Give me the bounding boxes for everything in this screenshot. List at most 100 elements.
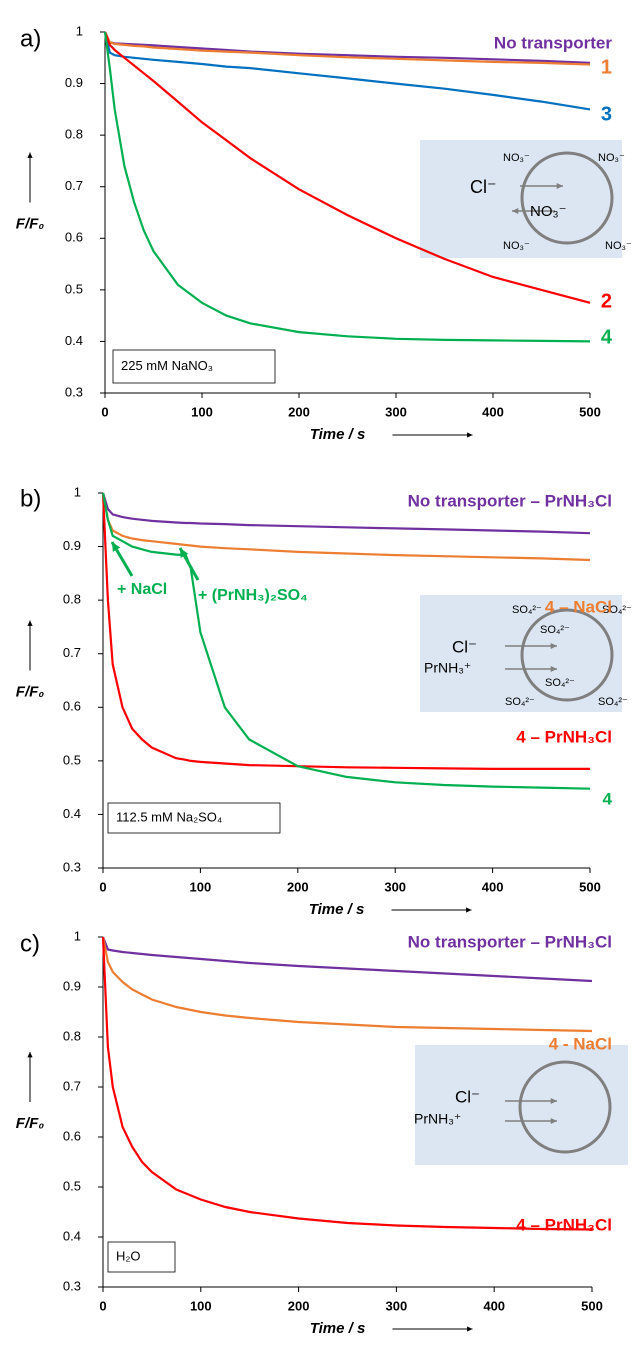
arrow-head bbox=[550, 642, 557, 650]
arrow-head bbox=[466, 907, 472, 913]
y-tick-label: 0.6 bbox=[63, 1128, 81, 1143]
y-tick-label: 0.6 bbox=[63, 699, 81, 714]
inset-label: SO₄²⁻ bbox=[512, 604, 542, 616]
data-line bbox=[101, 492, 591, 790]
y-tick-label: 0.8 bbox=[63, 1028, 81, 1043]
y-tick-label: 1 bbox=[76, 23, 83, 38]
x-tick-label: 300 bbox=[386, 1298, 408, 1313]
y-axis-label: F/F₀ bbox=[16, 683, 44, 700]
vesicle bbox=[518, 1060, 612, 1154]
data-line bbox=[103, 31, 591, 304]
data-line bbox=[101, 936, 593, 1033]
data-line bbox=[101, 492, 590, 770]
series-label: 4 bbox=[603, 789, 613, 808]
inset-label: SO₄²⁻ bbox=[602, 604, 632, 616]
arrow-head bbox=[467, 1326, 473, 1332]
y-tick-label: 0.7 bbox=[65, 178, 83, 193]
data-line bbox=[101, 936, 593, 983]
y-tick-label: 1 bbox=[74, 484, 81, 499]
annotation: + (PrNH₃)₂SO₄ bbox=[198, 587, 308, 604]
inset-label: Cl⁻ bbox=[470, 177, 497, 197]
inset-label: NO₃⁻ bbox=[503, 240, 530, 252]
arrow-head bbox=[556, 182, 563, 190]
x-tick-label: 400 bbox=[483, 1298, 505, 1313]
arrow-head bbox=[180, 548, 189, 558]
vesicle bbox=[520, 151, 614, 245]
x-tick-label: 500 bbox=[579, 404, 601, 419]
note: 112.5 mM Na₂SO₄ bbox=[116, 809, 222, 824]
note-box bbox=[107, 802, 281, 834]
panel-label: b) bbox=[20, 485, 41, 512]
inset-label: SO₄²⁻ bbox=[545, 677, 575, 689]
note: H₂O bbox=[116, 1248, 141, 1263]
arrow-head bbox=[27, 1052, 33, 1058]
y-tick-label: 0.3 bbox=[63, 859, 81, 874]
x-axis-label: Time / s bbox=[310, 426, 366, 443]
series-label: No transporter bbox=[494, 33, 612, 52]
inset-label: SO₄²⁻ bbox=[540, 624, 570, 636]
y-tick-label: 0.9 bbox=[65, 75, 83, 90]
x-tick-label: 400 bbox=[482, 404, 504, 419]
arrow-head bbox=[550, 1117, 557, 1125]
y-tick-label: 0.5 bbox=[63, 1178, 81, 1193]
data-line bbox=[103, 31, 591, 343]
y-tick-label: 0.7 bbox=[63, 1078, 81, 1093]
y-tick-label: 0.9 bbox=[63, 538, 81, 553]
x-tick-label: 0 bbox=[99, 1298, 106, 1313]
inset-label: NO₃⁻ bbox=[530, 203, 567, 220]
series-label: No transporter – PrNH₃Cl bbox=[408, 491, 612, 510]
panel-label: c) bbox=[20, 930, 40, 957]
series-label: 4 bbox=[601, 326, 613, 348]
y-tick-label: 0.4 bbox=[63, 1228, 81, 1243]
x-axis-label: Time / s bbox=[310, 1320, 366, 1337]
series-label: 1 bbox=[601, 56, 612, 78]
x-tick-label: 100 bbox=[191, 404, 213, 419]
y-axis-label: F/F₀ bbox=[16, 215, 44, 232]
note: 225 mM NaNO₃ bbox=[121, 358, 213, 373]
arrow-head bbox=[512, 207, 519, 215]
x-axis-label: Time / s bbox=[309, 901, 365, 918]
arrow-head bbox=[550, 1097, 557, 1105]
series-label: 4 – PrNH₃Cl bbox=[516, 1215, 612, 1234]
x-tick-label: 300 bbox=[384, 879, 406, 894]
note-box bbox=[112, 349, 276, 384]
y-tick-label: 0.7 bbox=[63, 645, 81, 660]
arrow-head bbox=[27, 152, 33, 158]
series-label: 3 bbox=[601, 103, 612, 125]
x-tick-label: 100 bbox=[190, 879, 212, 894]
arrow-head bbox=[112, 542, 121, 552]
vesicle bbox=[520, 608, 614, 702]
annotation: + NaCl bbox=[117, 581, 167, 598]
y-tick-label: 0.4 bbox=[65, 333, 83, 348]
arrow-head bbox=[27, 620, 33, 626]
inset-label: Cl⁻ bbox=[455, 1087, 480, 1106]
x-tick-label: 500 bbox=[581, 1298, 603, 1313]
y-tick-label: 0.8 bbox=[63, 592, 81, 607]
data-line bbox=[101, 492, 591, 535]
series-label: 4 - NaCl bbox=[549, 1034, 612, 1053]
y-tick-label: 0.8 bbox=[65, 127, 83, 142]
inset-label: NO₃⁻ bbox=[598, 152, 625, 164]
data-line bbox=[101, 492, 591, 562]
x-tick-label: 400 bbox=[482, 879, 504, 894]
inset-label: PrNH₃⁺ bbox=[424, 660, 471, 676]
x-tick-label: 0 bbox=[101, 404, 108, 419]
series-label: 4 – NaCl bbox=[545, 597, 612, 616]
arrow-head bbox=[550, 665, 557, 673]
y-tick-label: 0.5 bbox=[63, 752, 81, 767]
y-tick-label: 0.3 bbox=[63, 1278, 81, 1293]
y-tick-label: 1 bbox=[74, 928, 81, 943]
y-axis-label: F/F₀ bbox=[16, 1115, 44, 1132]
series-label: 4 – PrNH₃Cl bbox=[516, 727, 612, 746]
y-tick-label: 0.3 bbox=[65, 384, 83, 399]
note-box bbox=[107, 1241, 176, 1273]
series-label: 2 bbox=[601, 290, 612, 312]
x-tick-label: 100 bbox=[190, 1298, 212, 1313]
inset-label: PrNH₃⁺ bbox=[414, 1111, 461, 1127]
x-tick-label: 200 bbox=[287, 879, 309, 894]
series-label: No transporter – PrNH₃Cl bbox=[408, 932, 612, 951]
y-tick-label: 0.5 bbox=[65, 281, 83, 296]
data-line bbox=[104, 31, 591, 66]
inset-label: Cl⁻ bbox=[452, 637, 477, 656]
